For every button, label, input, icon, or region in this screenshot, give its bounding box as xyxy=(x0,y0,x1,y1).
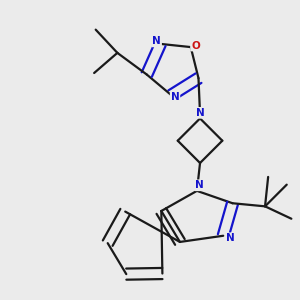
Text: N: N xyxy=(195,180,204,190)
Text: O: O xyxy=(191,40,200,50)
Text: N: N xyxy=(171,92,179,102)
Text: N: N xyxy=(152,36,161,46)
Text: N: N xyxy=(196,108,204,118)
Text: N: N xyxy=(226,233,234,243)
